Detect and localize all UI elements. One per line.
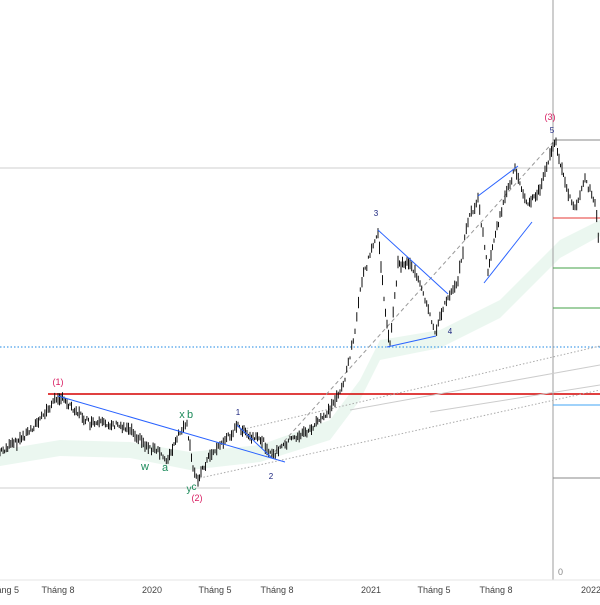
x-tick-label: Tháng 5	[198, 585, 231, 595]
wave-label-2-minor: 2	[269, 472, 274, 481]
price-series	[0, 137, 599, 487]
wave-label-3-major: (3)	[545, 112, 556, 122]
x-tick-label: Tháng 5	[417, 585, 450, 595]
wave-label-2-major: (2)	[192, 493, 203, 503]
reference-lines	[0, 0, 600, 580]
wave-label-3-minor: 3	[374, 209, 379, 218]
trendline-wave1-2	[236, 424, 273, 459]
price-scale-zero: 0	[558, 567, 563, 577]
x-tick-label: Tháng 8	[260, 585, 293, 595]
x-tick-label: tháng 5	[0, 585, 19, 595]
wave-label-4-minor: 4	[448, 327, 453, 336]
fib-levels	[553, 139, 600, 479]
wave-label-b: b	[187, 409, 193, 421]
wave-label-1-minor: 1	[236, 408, 241, 417]
trendline-3-top	[377, 229, 449, 295]
wave-label-y: y	[187, 484, 192, 495]
projection-lines	[199, 139, 600, 479]
projection-line-dashed	[269, 139, 556, 458]
trendlines	[57, 165, 533, 463]
wave-label-a: a	[162, 462, 169, 474]
x-tick-label: 2021	[361, 585, 381, 595]
x-tick-label: Tháng 8	[41, 585, 74, 595]
volume-band	[0, 220, 600, 470]
trendline-downtrend	[57, 395, 286, 463]
wave-labels: (1) x b w a y c (2) 1 2 3 4 (3) 5	[53, 112, 556, 503]
trendline-5-top	[477, 165, 519, 197]
projection-line-3	[349, 364, 600, 411]
x-tick-label: Tháng 8	[479, 585, 512, 595]
x-axis: tháng 5 Tháng 8 2020 Tháng 5 Tháng 8 202…	[0, 579, 600, 595]
x-tick-label: 2022	[581, 585, 600, 595]
wave-label-5-minor: 5	[550, 126, 555, 135]
projection-line-4	[429, 384, 600, 413]
wave-label-1-major: (1)	[53, 377, 64, 387]
projection-line-2	[239, 345, 600, 431]
trendline-5-bottom	[483, 221, 533, 284]
wave-label-x: x	[179, 409, 185, 421]
projection-line-1	[199, 389, 600, 479]
wave-label-w: w	[140, 461, 149, 473]
x-tick-label: 2020	[142, 585, 162, 595]
trendline-3-bottom	[386, 335, 437, 348]
wave-label-c: c	[192, 482, 197, 493]
